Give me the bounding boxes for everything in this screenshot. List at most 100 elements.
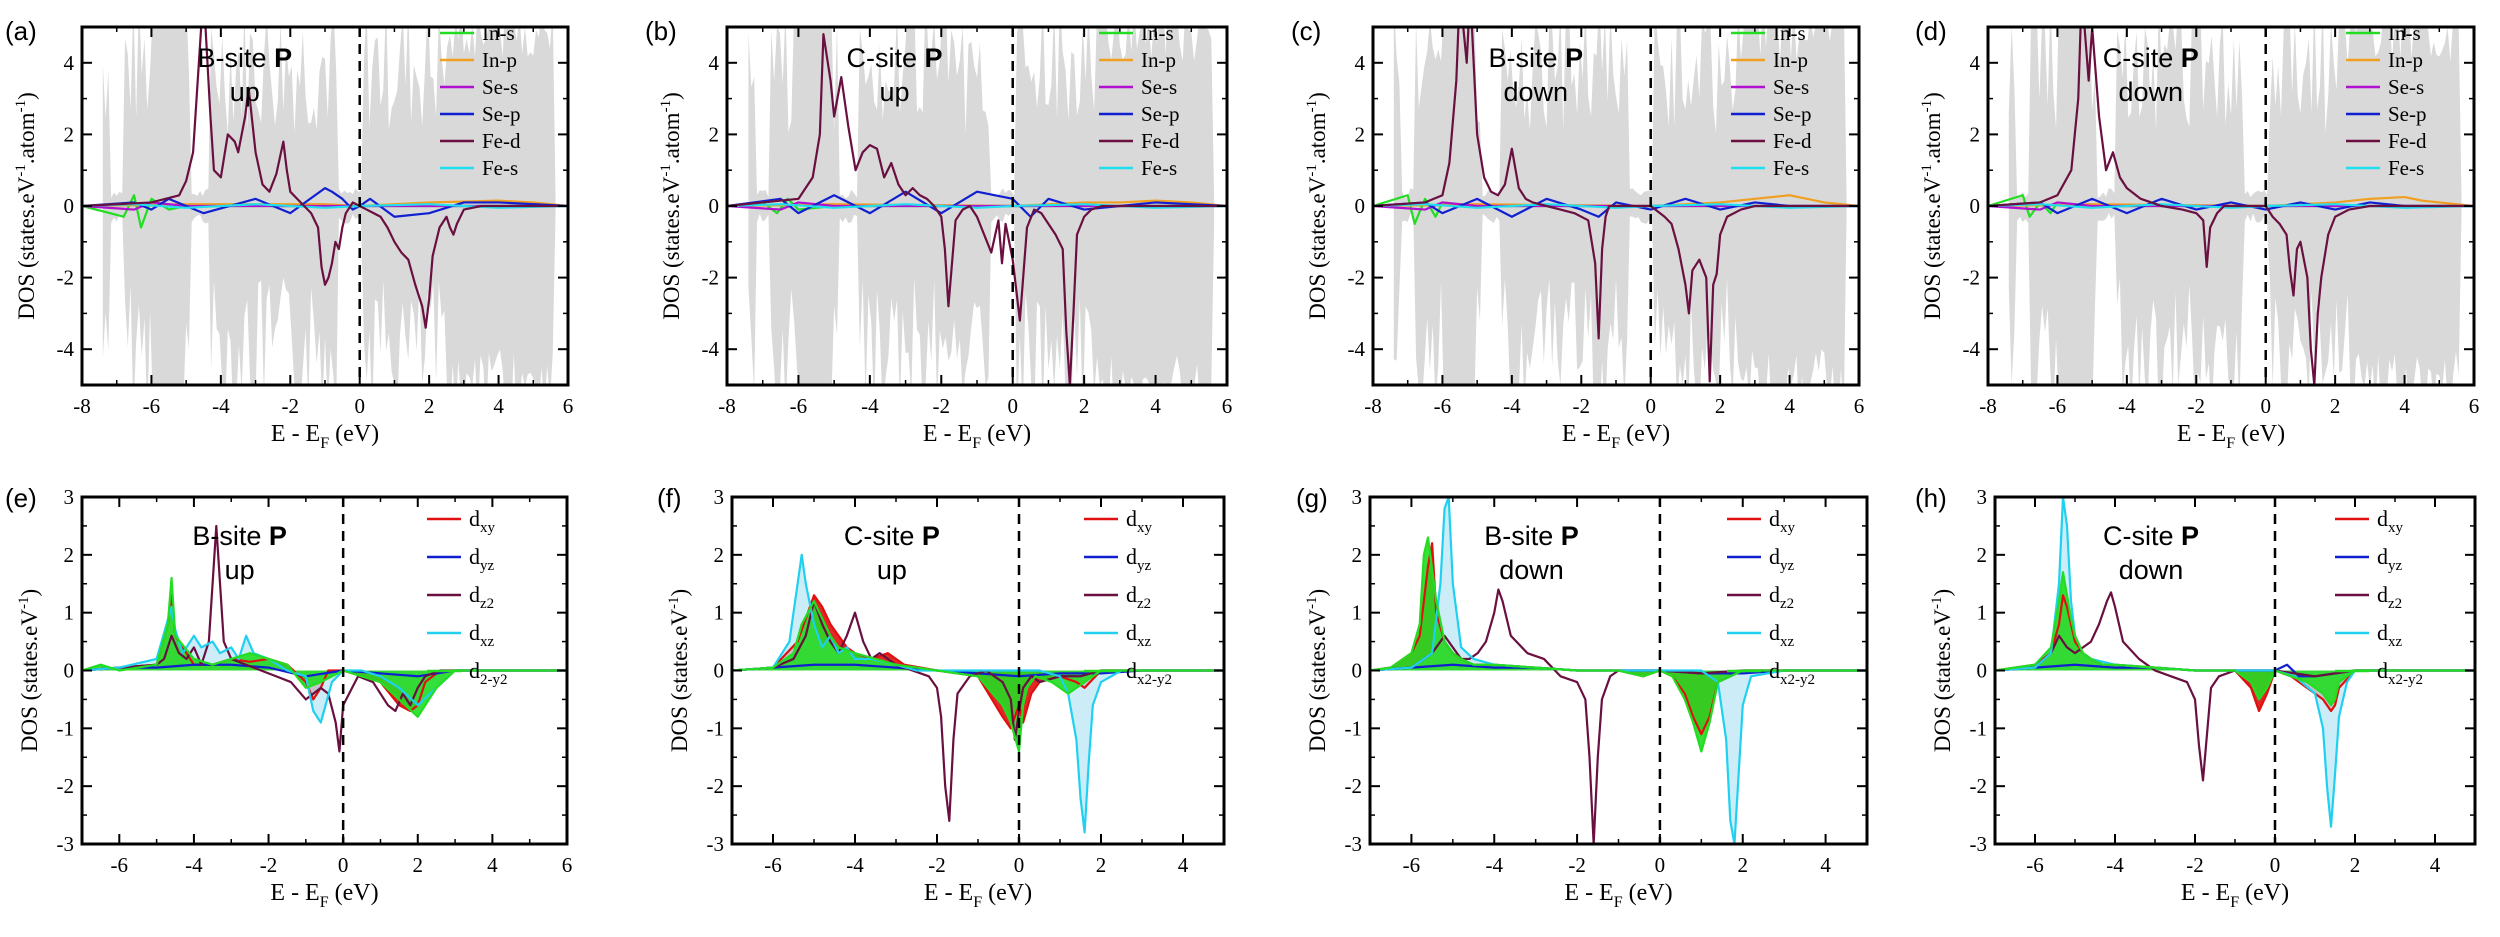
legend-label: Fe-d [1141,129,1180,153]
x-tick-label: -4 [185,853,203,877]
plot-area [732,553,1224,834]
panel-e: -6 -4 -2 0 2 4 6 -3 -2 -1 0 1 2 3 E - EF (eV) DOS (stat… [16,485,572,911]
y-tick-label: -4 [702,337,720,361]
plot-area [1370,497,1867,844]
x-axis-label: E - EF (eV) [2177,421,2285,452]
panel-annotation-spin: down [2119,555,2184,585]
y-tick-label: 3 [1977,485,1988,509]
series-line-d-z2 [82,524,567,753]
legend-label: dyz [469,544,495,574]
legend-label: In-s [1773,21,1806,45]
legend-label: Se-p [1773,102,1812,126]
x-tick-label: -4 [1486,853,1504,877]
series-line-Fe-d [1988,27,2474,385]
x-tick-label: 0 [1655,853,1666,877]
x-tick-label: 6 [562,853,573,877]
panel-annotation-spin: up [877,555,907,585]
legend-label: Se-p [2388,102,2427,126]
panel-letter: (b) [645,16,677,46]
x-tick-label: 0 [1007,394,1018,418]
x-tick-label: -8 [1364,394,1382,418]
x-tick-label: -2 [282,394,300,418]
legend-label: dxy [1769,506,1796,536]
y-tick-label: 0 [714,659,725,683]
panel-annotation-site: B-site P [192,521,287,551]
series-line-Fe-d [727,33,1227,385]
panel-annotation-site: B-site P [1489,43,1584,73]
legend-label: dxy [2377,506,2404,536]
x-tick-label: 0 [338,853,349,877]
y-tick-label: 2 [709,122,720,146]
x-axis-label: E - EF (eV) [270,880,378,911]
x-tick-label: -6 [1403,853,1421,877]
legend-label: dz2 [469,582,494,612]
panel-letter: (f) [657,483,682,513]
panel-b: -8 -6 -4 -2 0 2 4 6 -4 -2 0 2 4 E - EF (eV) DOS (state… [658,21,1232,452]
legend-label: dx2-y2 [2377,658,2423,688]
y-tick-label: -3 [1970,832,1988,856]
legend-label: Fe-d [2388,129,2427,153]
y-tick-label: 2 [1352,543,1363,567]
x-tick-label: -2 [1573,394,1591,418]
panel-letter: (a) [5,16,37,46]
x-tick-label: 4 [1820,853,1831,877]
y-tick-label: 4 [64,51,75,75]
y-tick-label: -1 [1970,716,1988,740]
y-tick-label: -2 [57,774,75,798]
y-tick-label: -2 [57,266,75,290]
y-tick-label: -2 [1348,266,1366,290]
y-tick-label: -2 [1963,266,1981,290]
series-line-d-z2 [1995,591,2475,782]
series-line-In-p [727,199,1227,208]
x-tick-label: -2 [2186,853,2204,877]
x-axis-label: E - EF (eV) [271,421,379,452]
plot-area [1995,497,2475,828]
panel-a: -8 -6 -4 -2 0 2 4 6 -4 -2 0 2 4 E - EF (eV) DOS (state… [13,21,573,452]
y-tick-label: 3 [1352,485,1363,509]
legend-label: Se-p [1141,102,1180,126]
panel-annotation-spin: down [2119,77,2184,107]
y-tick-label: 2 [1977,543,1988,567]
y-tick-label: -3 [1345,832,1363,856]
legend-label: In-p [482,48,517,72]
legend-label: dyz [2377,544,2403,574]
y-tick-label: -3 [707,832,725,856]
panel-d: -8 -6 -4 -2 0 2 4 6 -4 -2 0 2 4 E - EF (eV) DOS (state… [1919,21,2479,452]
x-tick-label: 2 [1096,853,1107,877]
y-tick-label: 1 [64,601,75,625]
panel-annotation-spin: up [230,77,260,107]
x-tick-label: 0 [1645,394,1656,418]
x-tick-label: -6 [111,853,129,877]
x-tick-label: -2 [1568,853,1586,877]
legend-label: dyz [1126,544,1152,574]
x-tick-label: 4 [2430,853,2441,877]
legend-label: dxz [469,620,495,650]
y-tick-label: -4 [1348,337,1366,361]
legend-label: Fe-s [1773,156,1809,180]
x-tick-label: 4 [493,394,504,418]
legend-label: Fe-s [482,156,518,180]
panel-annotation-spin: up [225,555,255,585]
x-tick-label: 4 [1150,394,1161,418]
legend-label: dxz [2377,620,2403,650]
y-tick-label: 0 [64,194,75,218]
x-tick-label: 4 [1178,853,1189,877]
y-tick-label: -2 [1970,774,1988,798]
legend-label: Fe-d [1773,129,1812,153]
y-tick-label: 2 [64,122,75,146]
y-axis-label: DOS (states.eV-1.atom-1) [1919,92,1945,320]
x-axis-label: E - EF (eV) [923,421,1031,452]
x-tick-label: -2 [928,853,946,877]
x-tick-label: 0 [354,394,365,418]
y-tick-label: -2 [702,266,720,290]
legend-label: Fe-d [482,129,521,153]
panel-annotation-spin: up [879,77,909,107]
x-tick-label: -4 [861,394,879,418]
x-tick-label: 0 [1014,853,1025,877]
x-tick-label: -4 [2106,853,2124,877]
panel-annotation-site: C-site P [2103,521,2199,551]
legend-label: dx2-y2 [1769,658,1815,688]
y-tick-label: -4 [57,337,75,361]
panel-h: -6 -4 -2 0 2 4 -3 -2 -1 0 1 2 3 E - EF (eV) DOS (state… [1929,485,2477,911]
